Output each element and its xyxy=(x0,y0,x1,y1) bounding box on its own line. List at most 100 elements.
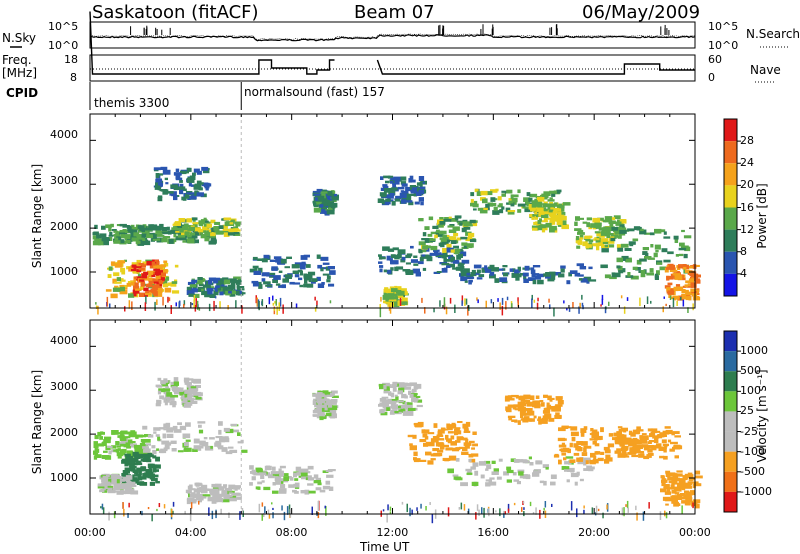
power-cell xyxy=(667,251,674,255)
power-cell xyxy=(465,224,473,227)
power-cell xyxy=(317,264,323,269)
velocity-cell xyxy=(132,441,136,444)
power-cell xyxy=(610,233,619,238)
velocity-clutter xyxy=(665,512,668,519)
power-cell xyxy=(532,227,539,231)
velocity-colorbar-tick-label: -500 xyxy=(740,464,765,478)
power-cell xyxy=(530,269,536,274)
velocity-cell xyxy=(447,468,454,474)
power-cell xyxy=(193,293,200,298)
velocity-cell xyxy=(688,478,693,482)
power-cell xyxy=(468,280,472,285)
velocity-cell xyxy=(426,442,435,447)
power-cell xyxy=(228,229,233,233)
velocity-clutter xyxy=(602,512,604,519)
power-cell xyxy=(523,197,530,202)
power-cell xyxy=(219,283,224,286)
power-cell xyxy=(307,271,316,276)
velocity-cell xyxy=(506,407,512,413)
velocity-cell xyxy=(550,481,556,486)
power-cell xyxy=(400,190,405,193)
power-cell xyxy=(152,238,161,241)
power-cell xyxy=(454,249,459,254)
velocity-cell xyxy=(216,497,224,503)
power-clutter xyxy=(380,296,382,302)
power-cell xyxy=(384,301,390,304)
power-clutter xyxy=(193,299,195,309)
power-clutter xyxy=(170,305,172,314)
nsearch-label: N.Search xyxy=(746,27,800,41)
power-cell xyxy=(476,277,483,280)
power-cell xyxy=(157,195,163,198)
power-cell xyxy=(666,275,674,280)
velocity-cell xyxy=(149,471,154,474)
power-cell xyxy=(470,199,474,203)
power-cell xyxy=(607,244,615,248)
velocity-cell xyxy=(272,482,276,486)
velocity-colorbar-segment xyxy=(724,331,737,352)
velocity-cell xyxy=(121,490,127,495)
velocity-cell xyxy=(460,482,468,487)
power-cell xyxy=(183,223,189,228)
power-cell xyxy=(284,274,292,278)
power-cell xyxy=(427,254,432,259)
velocity-cell xyxy=(275,481,281,485)
velocity-cell xyxy=(665,470,671,474)
velocity-cell xyxy=(292,489,297,493)
velocity-cell xyxy=(683,476,688,481)
velocity-cell xyxy=(177,422,182,425)
velocity-cell xyxy=(671,431,675,436)
velocity-cell xyxy=(603,446,610,451)
power-cell xyxy=(299,284,304,288)
velocity-cell xyxy=(579,478,584,482)
power-cell xyxy=(284,266,290,269)
velocity-clutter xyxy=(570,501,573,511)
velocity-cell xyxy=(553,454,560,458)
power-cell xyxy=(580,278,588,283)
velocity-clutter xyxy=(198,501,200,505)
power-cell xyxy=(616,235,621,238)
power-cell xyxy=(530,267,535,271)
velocity-cell xyxy=(643,455,650,460)
power-cell xyxy=(465,236,473,242)
power-cell xyxy=(208,280,213,285)
power-cell xyxy=(684,246,691,252)
velocity-cell xyxy=(555,405,561,410)
power-cell xyxy=(665,266,674,270)
power-cell xyxy=(216,283,222,286)
power-cell xyxy=(610,237,616,242)
power-cell xyxy=(679,242,685,247)
power-cell xyxy=(111,229,117,232)
power-cell xyxy=(144,292,152,296)
power-cell xyxy=(614,231,623,235)
velocity-cell xyxy=(503,471,509,476)
velocity-cell xyxy=(672,431,680,434)
power-cell xyxy=(394,254,400,260)
velocity-cell xyxy=(687,472,693,477)
velocity-cell xyxy=(143,448,147,452)
power-clutter xyxy=(533,299,536,303)
power-cell xyxy=(229,278,237,283)
velocity-cell xyxy=(674,492,680,495)
power-cell xyxy=(323,208,329,212)
power-cell xyxy=(149,289,155,294)
velocity-cell xyxy=(312,393,318,397)
power-cell xyxy=(200,233,208,239)
power-cell xyxy=(480,190,488,196)
velocity-cell xyxy=(478,461,487,466)
power-clutter xyxy=(662,306,664,313)
velocity-cell xyxy=(326,474,334,478)
power-cell xyxy=(387,296,395,300)
power-cell xyxy=(249,268,256,273)
velocity-cell xyxy=(151,445,156,449)
velocity-clutter xyxy=(532,512,535,515)
velocity-cell xyxy=(454,432,459,436)
velocity-cell xyxy=(463,442,472,446)
power-cell xyxy=(606,234,611,238)
power-cell xyxy=(674,238,679,243)
power-clutter xyxy=(128,300,131,309)
power-cell xyxy=(105,224,112,229)
velocity-cell xyxy=(127,431,131,435)
power-cell xyxy=(447,225,454,228)
power-cell xyxy=(632,266,638,270)
